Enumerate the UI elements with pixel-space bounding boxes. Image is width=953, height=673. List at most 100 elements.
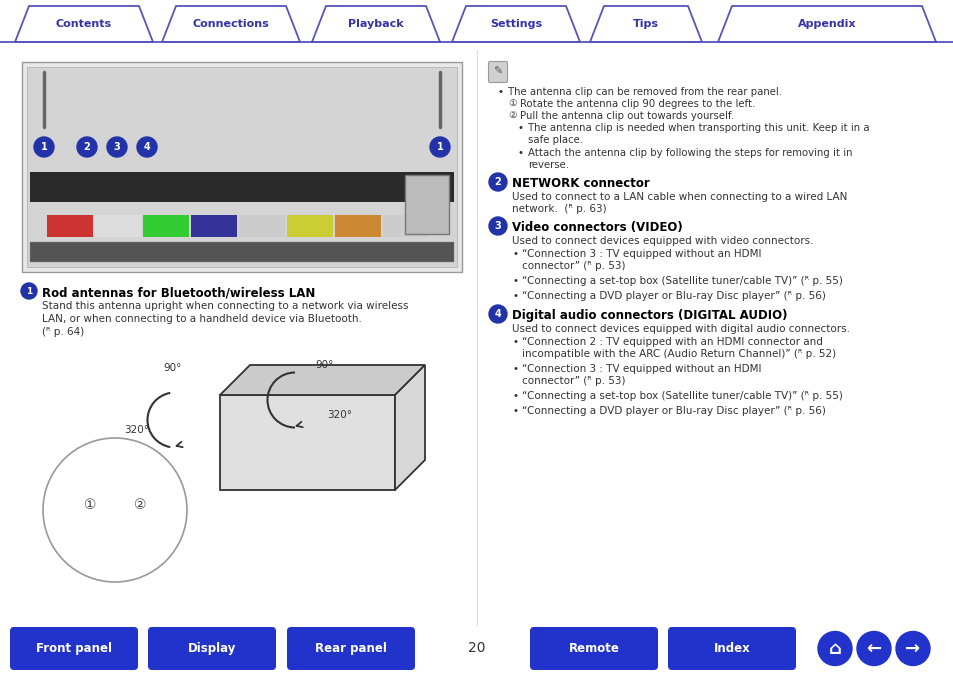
Text: Rear panel: Rear panel	[314, 642, 387, 655]
Text: Used to connect devices equipped with digital audio connectors.: Used to connect devices equipped with di…	[512, 324, 849, 334]
Text: Rod antennas for Bluetooth/wireless LAN: Rod antennas for Bluetooth/wireless LAN	[42, 286, 315, 299]
Text: network.  (ᴿ p. 63): network. (ᴿ p. 63)	[512, 204, 606, 214]
FancyBboxPatch shape	[488, 61, 507, 83]
Text: 3: 3	[113, 142, 120, 152]
Circle shape	[489, 217, 506, 235]
FancyBboxPatch shape	[191, 215, 236, 237]
Text: 2: 2	[494, 177, 501, 187]
Text: The antenna clip is needed when transporting this unit. Keep it in a: The antenna clip is needed when transpor…	[527, 123, 869, 133]
FancyBboxPatch shape	[287, 627, 415, 670]
FancyBboxPatch shape	[30, 242, 454, 262]
Text: •: •	[512, 406, 517, 416]
Text: 320°: 320°	[327, 410, 352, 420]
Text: Attach the antenna clip by following the steps for removing it in: Attach the antenna clip by following the…	[527, 148, 852, 158]
Text: •: •	[512, 391, 517, 401]
Text: incompatible with the ARC (Audio Return Channel)” (ᴿ p. 52): incompatible with the ARC (Audio Return …	[521, 349, 835, 359]
Circle shape	[856, 631, 890, 666]
Circle shape	[137, 137, 157, 157]
Text: Connections: Connections	[193, 19, 269, 29]
Text: ✎: ✎	[493, 67, 502, 77]
Text: Tips: Tips	[633, 19, 659, 29]
Text: •: •	[512, 249, 517, 259]
Text: “Connection 2 : TV equipped with an HDMI connector and: “Connection 2 : TV equipped with an HDMI…	[521, 337, 822, 347]
Text: 4: 4	[144, 142, 151, 152]
FancyBboxPatch shape	[530, 627, 658, 670]
Polygon shape	[220, 395, 395, 490]
FancyBboxPatch shape	[382, 215, 429, 237]
Text: Used to connect devices equipped with video connectors.: Used to connect devices equipped with vi…	[512, 236, 813, 246]
Text: •: •	[512, 337, 517, 347]
Text: The antenna clip can be removed from the rear panel.: The antenna clip can be removed from the…	[507, 87, 781, 97]
Circle shape	[43, 438, 187, 582]
FancyBboxPatch shape	[287, 215, 333, 237]
Text: safe place.: safe place.	[527, 135, 582, 145]
Text: 4: 4	[494, 309, 501, 319]
Text: 90°: 90°	[315, 360, 334, 370]
Text: ②: ②	[133, 498, 146, 512]
FancyBboxPatch shape	[22, 62, 461, 272]
Text: ①: ①	[84, 498, 96, 512]
Text: ①: ①	[507, 99, 516, 108]
FancyBboxPatch shape	[143, 215, 189, 237]
Text: •: •	[517, 148, 523, 158]
Text: Display: Display	[188, 642, 236, 655]
Text: “Connecting a DVD player or Blu-ray Disc player” (ᴿ p. 56): “Connecting a DVD player or Blu-ray Disc…	[521, 406, 825, 416]
Text: •: •	[512, 276, 517, 286]
Text: •: •	[517, 123, 523, 133]
Text: reverse.: reverse.	[527, 160, 568, 170]
FancyBboxPatch shape	[667, 627, 795, 670]
Text: 1: 1	[436, 142, 443, 152]
Text: Stand this antenna upright when connecting to a network via wireless: Stand this antenna upright when connecti…	[42, 301, 408, 311]
Text: Playback: Playback	[348, 19, 403, 29]
Text: LAN, or when connecting to a handheld device via Bluetooth.: LAN, or when connecting to a handheld de…	[42, 314, 361, 324]
Text: connector” (ᴿ p. 53): connector” (ᴿ p. 53)	[521, 261, 625, 271]
Circle shape	[489, 305, 506, 323]
Text: “Connection 3 : TV equipped without an HDMI: “Connection 3 : TV equipped without an H…	[521, 249, 760, 259]
Text: ②: ②	[507, 111, 516, 120]
Text: Settings: Settings	[490, 19, 541, 29]
Text: Front panel: Front panel	[36, 642, 112, 655]
Circle shape	[895, 631, 929, 666]
FancyBboxPatch shape	[47, 215, 92, 237]
Text: Rotate the antenna clip 90 degrees to the left.: Rotate the antenna clip 90 degrees to th…	[519, 99, 755, 109]
Circle shape	[107, 137, 127, 157]
Text: 320°: 320°	[125, 425, 150, 435]
Text: 20: 20	[468, 641, 485, 656]
Circle shape	[817, 631, 851, 666]
FancyBboxPatch shape	[239, 215, 285, 237]
FancyBboxPatch shape	[335, 215, 380, 237]
Text: Video connectors (VIDEO): Video connectors (VIDEO)	[512, 221, 682, 234]
Text: •: •	[497, 87, 503, 97]
Text: Used to connect to a LAN cable when connecting to a wired LAN: Used to connect to a LAN cable when conn…	[512, 192, 846, 202]
Circle shape	[489, 173, 506, 191]
Circle shape	[430, 137, 450, 157]
Text: “Connection 3 : TV equipped without an HDMI: “Connection 3 : TV equipped without an H…	[521, 364, 760, 374]
FancyBboxPatch shape	[148, 627, 275, 670]
Text: “Connecting a set-top box (Satellite tuner/cable TV)” (ᴿ p. 55): “Connecting a set-top box (Satellite tun…	[521, 391, 842, 401]
Text: “Connecting a DVD player or Blu-ray Disc player” (ᴿ p. 56): “Connecting a DVD player or Blu-ray Disc…	[521, 291, 825, 301]
Text: 2: 2	[84, 142, 91, 152]
Text: →: →	[904, 639, 920, 658]
FancyBboxPatch shape	[10, 627, 138, 670]
Text: Appendix: Appendix	[797, 19, 856, 29]
Text: Contents: Contents	[56, 19, 112, 29]
Text: NETWORK connector: NETWORK connector	[512, 177, 649, 190]
Polygon shape	[395, 365, 424, 490]
Text: Index: Index	[713, 642, 750, 655]
FancyBboxPatch shape	[405, 175, 449, 234]
Text: 3: 3	[494, 221, 501, 231]
Text: ⌂: ⌂	[828, 639, 841, 658]
Text: Remote: Remote	[568, 642, 618, 655]
FancyBboxPatch shape	[30, 172, 454, 202]
Text: connector” (ᴿ p. 53): connector” (ᴿ p. 53)	[521, 376, 625, 386]
Text: 1: 1	[26, 287, 32, 295]
Text: •: •	[512, 364, 517, 374]
Circle shape	[34, 137, 54, 157]
Text: Digital audio connectors (DIGITAL AUDIO): Digital audio connectors (DIGITAL AUDIO)	[512, 309, 786, 322]
Text: Pull the antenna clip out towards yourself.: Pull the antenna clip out towards yourse…	[519, 111, 733, 121]
FancyBboxPatch shape	[27, 67, 456, 267]
Text: 1: 1	[41, 142, 48, 152]
Circle shape	[77, 137, 97, 157]
Text: •: •	[512, 291, 517, 301]
Text: 90°: 90°	[164, 363, 182, 373]
